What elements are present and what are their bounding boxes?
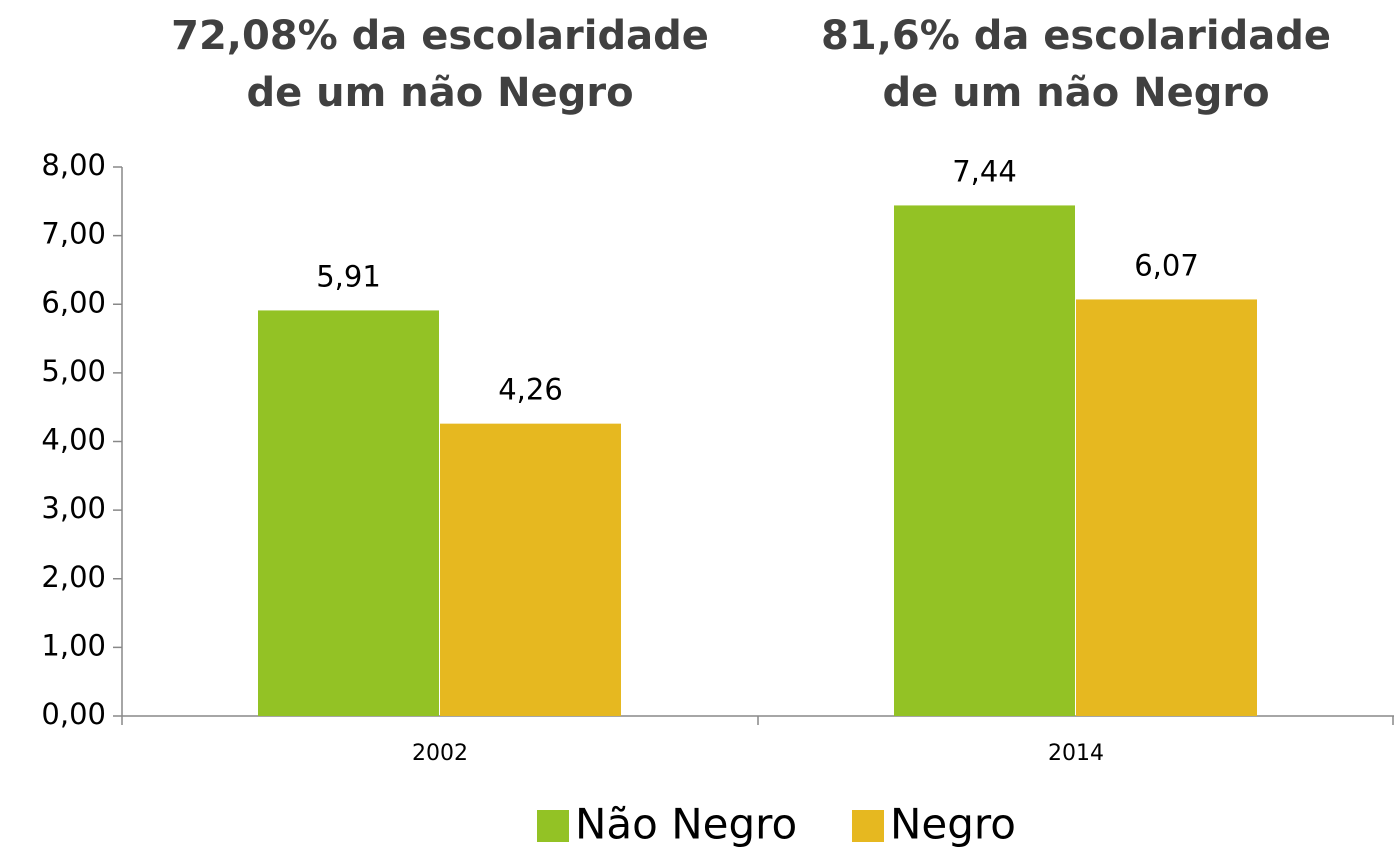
annotation: de um não Negro [882, 70, 1269, 116]
bar [258, 310, 439, 716]
bar [1076, 299, 1257, 716]
bar [894, 205, 1075, 716]
legend-swatch [537, 810, 569, 842]
value-label: 5,91 [316, 259, 381, 293]
x-tick-label: 2014 [1048, 741, 1104, 766]
x-tick-label: 2002 [412, 741, 468, 766]
y-tick-label: 7,00 [41, 217, 106, 251]
annotation: 72,08% da escolaridade [171, 13, 709, 59]
annotation: 81,6% da escolaridade [821, 13, 1331, 59]
value-label: 6,07 [1134, 248, 1199, 282]
value-label: 4,26 [498, 373, 563, 407]
annotation: de um não Negro [246, 70, 633, 116]
value-label: 7,44 [952, 154, 1017, 188]
y-tick-label: 1,00 [41, 628, 106, 662]
y-tick-label: 4,00 [41, 423, 106, 457]
bar [440, 423, 621, 716]
legend-label: Não Negro [575, 800, 797, 849]
y-tick-label: 0,00 [41, 697, 106, 731]
legend-swatch [852, 810, 884, 842]
y-tick-label: 5,00 [41, 354, 106, 388]
legend-label: Negro [890, 800, 1016, 849]
y-tick-label: 2,00 [41, 560, 106, 594]
y-tick-label: 8,00 [41, 148, 106, 182]
y-tick-label: 6,00 [41, 285, 106, 319]
y-tick-label: 3,00 [41, 491, 106, 525]
